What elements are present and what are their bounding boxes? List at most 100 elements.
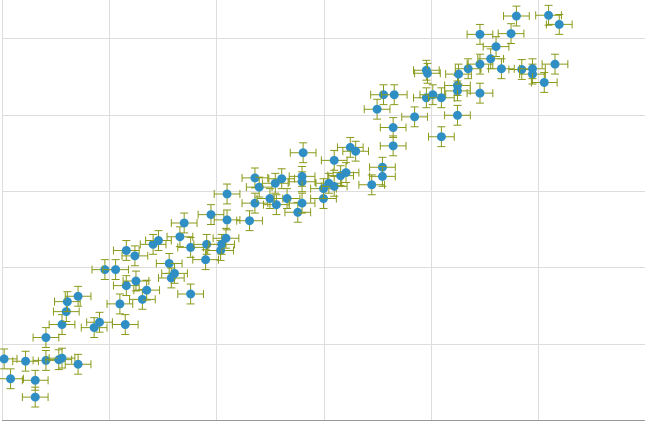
point-marker <box>6 374 16 384</box>
point-marker <box>170 268 180 278</box>
point-marker <box>30 392 40 402</box>
data-point <box>12 350 39 372</box>
point-marker <box>245 216 255 226</box>
point-marker <box>463 64 473 74</box>
point-marker <box>121 245 131 255</box>
data-point <box>369 165 396 187</box>
point-marker <box>120 320 130 330</box>
point-marker <box>329 155 339 165</box>
data-point <box>106 293 134 315</box>
point-marker <box>410 112 420 122</box>
point-marker <box>454 69 464 79</box>
point-marker <box>452 81 462 91</box>
data-point <box>213 209 241 231</box>
point-marker <box>298 148 308 158</box>
point-marker <box>544 10 554 20</box>
data-point <box>545 14 573 35</box>
data-point <box>111 314 139 335</box>
data-point <box>245 176 273 198</box>
data-point <box>444 75 471 96</box>
data-point <box>445 63 472 85</box>
point-marker <box>436 93 446 103</box>
point-marker <box>506 29 516 39</box>
data-point <box>133 279 161 301</box>
point-marker <box>388 123 398 133</box>
point-marker <box>41 333 51 343</box>
point-marker <box>367 180 377 190</box>
point-marker <box>201 255 211 265</box>
point-marker <box>496 64 506 74</box>
data-point <box>379 117 407 138</box>
data-point <box>466 23 494 45</box>
data-point <box>177 283 204 305</box>
point-marker <box>341 168 351 178</box>
data-point <box>161 262 188 284</box>
point-marker <box>539 77 549 87</box>
point-marker <box>270 178 280 188</box>
data-point <box>192 249 219 271</box>
point-marker <box>329 181 339 191</box>
data-point <box>121 245 149 267</box>
point-marker <box>436 132 446 142</box>
point-marker <box>179 218 189 228</box>
data-point <box>261 172 289 194</box>
point-marker <box>175 232 185 242</box>
data-point <box>380 84 408 106</box>
point-marker <box>550 59 560 69</box>
point-marker <box>388 141 398 151</box>
data-point <box>414 62 441 84</box>
point-marker <box>131 276 141 286</box>
data-point <box>0 368 24 390</box>
point-marker <box>250 173 260 183</box>
point-marker <box>527 64 537 74</box>
data-point <box>21 369 49 391</box>
point-marker <box>57 353 67 363</box>
data-point <box>541 53 569 75</box>
point-marker <box>115 299 125 309</box>
point-marker <box>282 194 292 204</box>
data-point <box>428 87 455 109</box>
point-marker <box>486 54 496 64</box>
data-point <box>64 353 92 375</box>
point-marker <box>137 294 147 304</box>
point-marker <box>21 356 31 366</box>
point-marker <box>142 285 152 295</box>
point-marker <box>254 182 264 192</box>
data-point <box>336 136 364 158</box>
data-point <box>122 270 150 292</box>
data-point <box>177 236 204 258</box>
point-marker <box>57 320 67 330</box>
point-marker <box>271 200 281 210</box>
point-marker <box>186 242 196 252</box>
data-point <box>21 386 49 408</box>
point-marker <box>95 317 105 327</box>
data-point <box>320 175 348 197</box>
data-point <box>401 106 428 128</box>
point-marker <box>111 265 121 275</box>
point-marker <box>511 11 521 21</box>
point-marker <box>186 289 196 299</box>
data-point <box>289 142 317 164</box>
data-point <box>288 192 316 214</box>
point-marker <box>164 258 174 268</box>
point-marker <box>250 198 260 208</box>
point-marker <box>475 29 485 39</box>
data-point <box>241 192 269 214</box>
data-point <box>482 36 510 58</box>
point-marker <box>30 375 40 385</box>
point-marker <box>475 59 485 69</box>
point-marker <box>377 171 387 181</box>
data-point <box>212 227 240 249</box>
point-marker <box>265 194 275 204</box>
data-point <box>327 165 355 187</box>
point-marker <box>222 189 232 199</box>
data-point <box>288 165 316 187</box>
data-point <box>358 174 386 196</box>
data-point <box>428 126 455 148</box>
data-point <box>419 84 447 106</box>
data-point <box>256 188 284 209</box>
data-point <box>363 98 391 120</box>
